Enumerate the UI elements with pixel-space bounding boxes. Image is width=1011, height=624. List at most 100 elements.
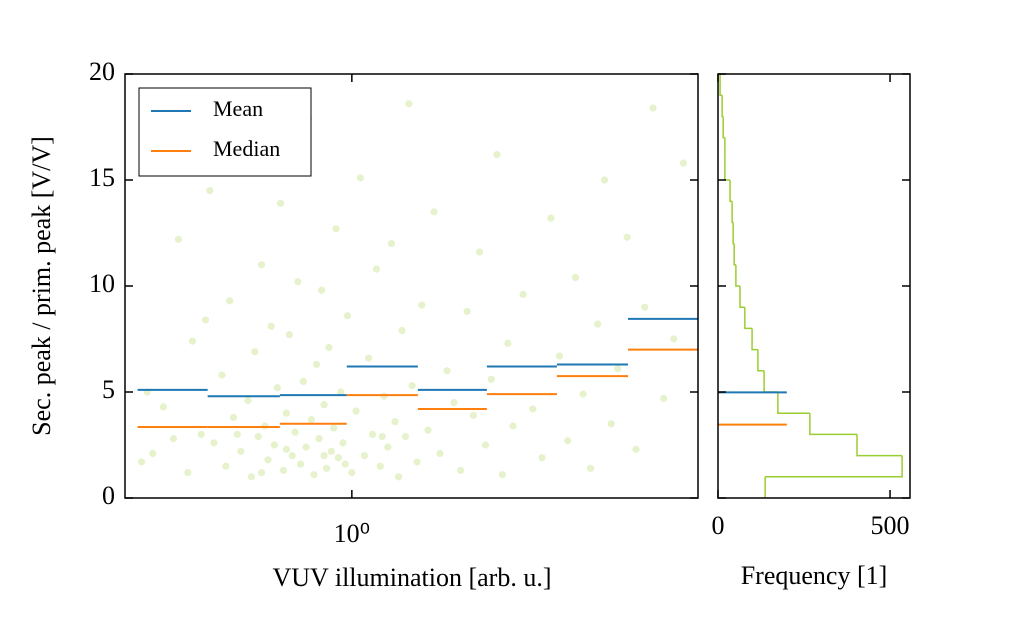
scatter-point xyxy=(327,447,335,455)
y-tick-label: 20 xyxy=(89,57,115,86)
scatter-point xyxy=(264,456,272,464)
scatter-point xyxy=(372,265,381,273)
scatter-point xyxy=(273,384,282,392)
scatter-point xyxy=(159,403,167,411)
scatter-point xyxy=(337,388,345,396)
histogram-step xyxy=(735,264,741,287)
scatter-point xyxy=(226,297,234,305)
histogram-step xyxy=(809,413,858,436)
x-tick-label: 10⁰ xyxy=(334,519,370,548)
histogram-step xyxy=(739,286,745,308)
histogram-step xyxy=(777,392,810,414)
histogram-step xyxy=(722,116,725,139)
scatter-point xyxy=(376,462,384,470)
legend-label: Median xyxy=(213,136,280,161)
scatter-point xyxy=(334,454,343,462)
scatter-point xyxy=(297,460,305,468)
scatter-point xyxy=(430,208,438,216)
scatter-point xyxy=(579,390,587,398)
scatter-point xyxy=(380,392,388,400)
scatter-point xyxy=(394,473,403,481)
scatter-point xyxy=(538,454,546,462)
scatter-point xyxy=(504,339,512,347)
legend-box xyxy=(138,87,312,177)
scatter-point xyxy=(632,445,640,453)
scatter-point xyxy=(418,301,426,309)
scatter-point xyxy=(254,432,262,441)
x-axis-label: VUV illumination [arb. u.] xyxy=(273,563,552,592)
y-tick-label: 10 xyxy=(89,269,115,298)
histogram-step xyxy=(719,74,723,96)
scatter-point xyxy=(424,426,432,434)
scatter-point xyxy=(320,452,328,460)
scatter-point xyxy=(408,382,416,390)
scatter-point xyxy=(670,335,678,343)
scatter-point xyxy=(555,352,564,360)
scatter-point xyxy=(291,428,299,436)
scatter-point xyxy=(368,430,377,438)
histogram-step xyxy=(856,434,903,457)
scatter-point xyxy=(233,430,241,438)
scatter-point xyxy=(138,458,146,466)
scatter-point xyxy=(174,235,182,243)
histogram-step xyxy=(744,307,753,330)
histogram-step xyxy=(732,222,735,245)
y-tick-label: 0 xyxy=(102,481,115,510)
scatter-point xyxy=(360,452,369,460)
scatter-point xyxy=(660,394,668,402)
scatter-point xyxy=(607,420,615,428)
scatter-point xyxy=(267,322,275,330)
scatter-point xyxy=(285,331,293,339)
scatter-point xyxy=(247,473,256,481)
scatter-point xyxy=(649,104,657,112)
x-tick-label: 500 xyxy=(871,511,910,540)
scatter-point xyxy=(257,468,266,477)
scatter-point xyxy=(384,443,392,451)
scatter-point xyxy=(169,435,178,443)
histogram-step xyxy=(763,370,778,393)
scatter-point xyxy=(391,418,399,426)
scatter-point xyxy=(547,214,555,222)
scatter-point xyxy=(481,441,490,449)
histogram-step xyxy=(731,201,734,224)
scatter-point xyxy=(529,405,537,413)
scatter-point xyxy=(210,439,218,447)
scatter-point xyxy=(282,445,291,453)
scatter-point xyxy=(188,337,196,345)
y-axis-label: Sec. peak / prim. peak [V/V] xyxy=(27,136,56,436)
histogram-step xyxy=(724,158,731,181)
scatter-point xyxy=(302,443,310,451)
scatter-point xyxy=(257,261,266,269)
scatter-point xyxy=(405,100,413,108)
scatter-point xyxy=(387,240,396,248)
scatter-point xyxy=(600,176,609,184)
scatter-point xyxy=(330,424,338,432)
scatter-point xyxy=(519,290,527,299)
scatter-point xyxy=(237,447,245,455)
y-tick-label: 15 xyxy=(89,163,115,192)
scatter-point xyxy=(251,348,259,356)
scatter-point xyxy=(364,354,373,362)
x-tick-label: 0 xyxy=(712,511,725,540)
scatter-point xyxy=(282,409,291,417)
scatter-point xyxy=(341,460,349,468)
scatter-point xyxy=(312,360,321,369)
scatter-point xyxy=(469,411,478,419)
scatter-point xyxy=(401,432,410,441)
scatter-point xyxy=(322,464,331,472)
scatter-point xyxy=(623,233,631,241)
scatter-point xyxy=(149,449,157,458)
scatter-point xyxy=(564,437,572,445)
scatter-point xyxy=(413,458,421,466)
scatter-point xyxy=(594,320,602,328)
scatter-point xyxy=(475,248,484,256)
scatter-point xyxy=(457,466,465,475)
scatter-point xyxy=(509,422,517,430)
scatter-point xyxy=(436,449,444,458)
histogram-step xyxy=(721,95,724,118)
scatter-point xyxy=(288,452,296,460)
scatter-point xyxy=(197,430,205,438)
scatter-point xyxy=(586,464,595,472)
scatter-point xyxy=(487,375,495,383)
histogram-step xyxy=(765,455,903,478)
